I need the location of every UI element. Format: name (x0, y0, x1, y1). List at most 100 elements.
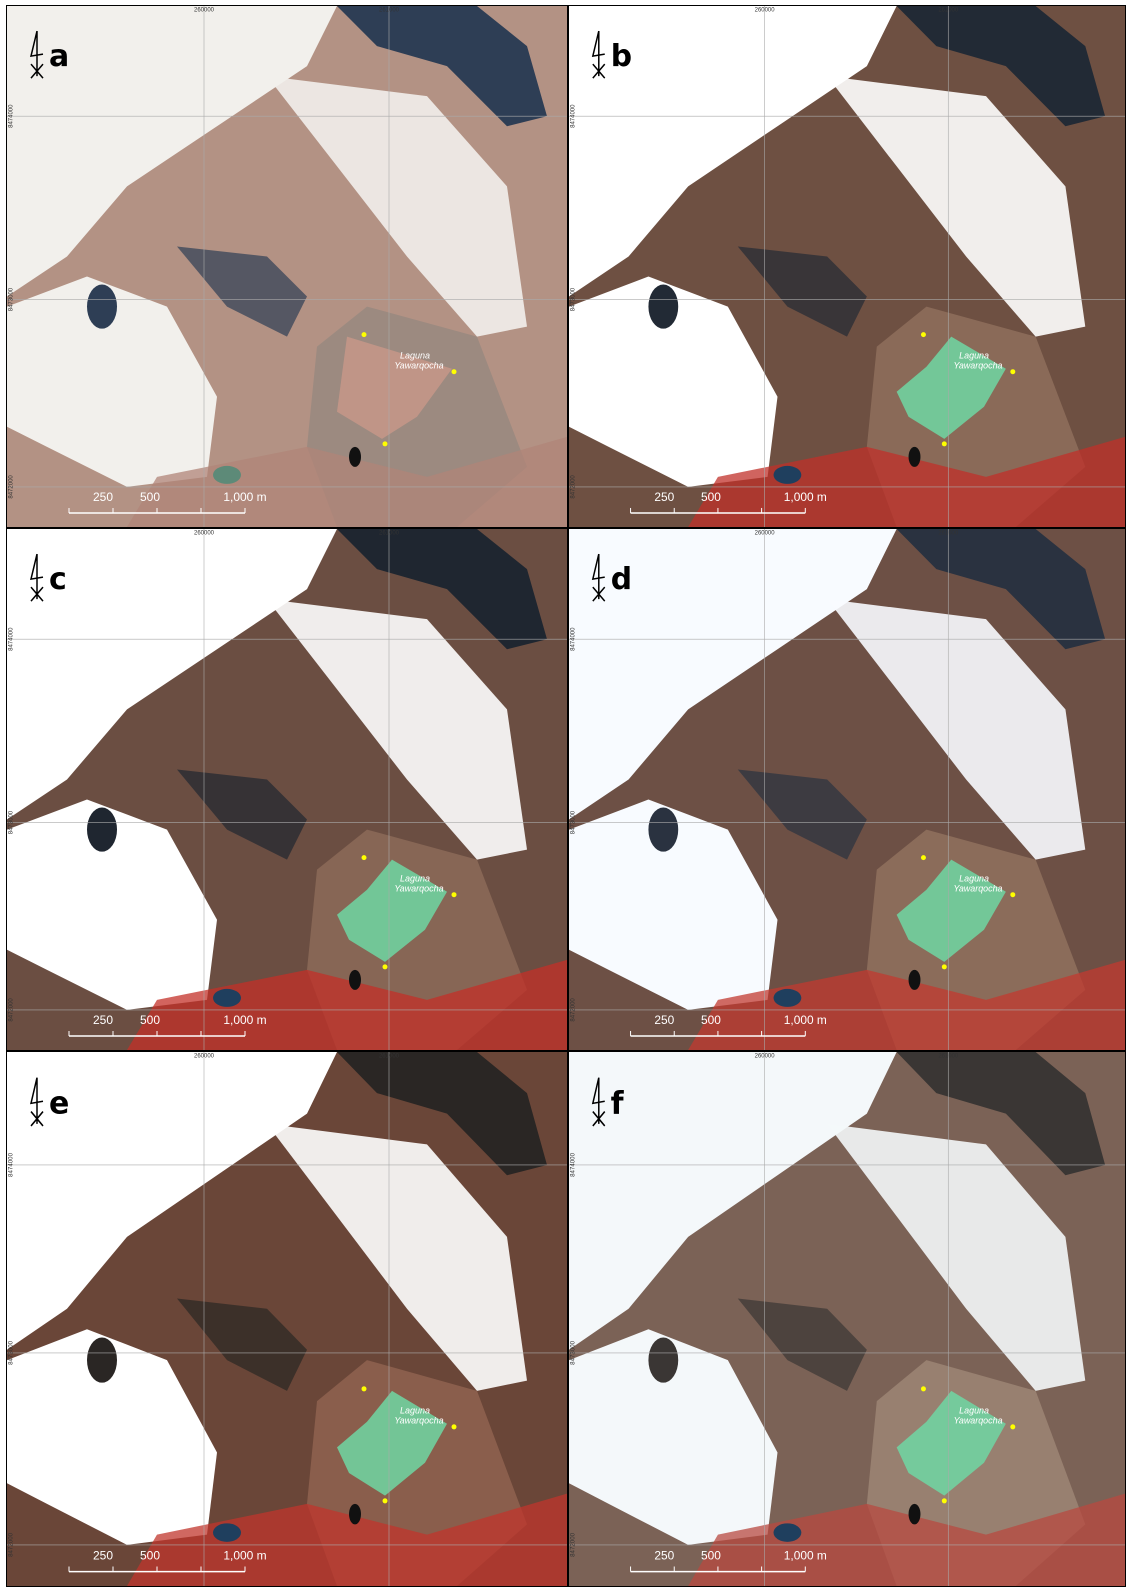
scale-label: 500 (140, 1013, 160, 1027)
survey-point (921, 1386, 926, 1391)
map-panel: LagunaYawarqocha 260000 261000 8474000 84730… (6, 1051, 568, 1587)
map-panel: LagunaYawarqocha 260000 261000 8474000 84730… (6, 5, 568, 528)
scale-label: 250 (93, 1013, 113, 1027)
y-coord-label: 8472000 (571, 998, 577, 1022)
scale-label: 500 (140, 490, 160, 504)
lake-label: Laguna (959, 351, 989, 361)
y-coord-label: 8473000 (8, 1340, 15, 1365)
pond (87, 285, 117, 329)
survey-point (383, 441, 388, 446)
y-coord-label: 8474000 (571, 104, 577, 128)
scale-label: 1,000 m (784, 1548, 827, 1562)
y-coord-label: 8474000 (571, 627, 577, 651)
lake-label: Laguna (959, 1405, 989, 1415)
x-coord-label: 261000 (379, 1053, 400, 1060)
map-panel: LagunaYawarqocha260000261000847400084730… (568, 5, 1126, 528)
lake-label: Yawarqocha (954, 361, 1003, 371)
y-coord-label: 8472000 (9, 998, 15, 1022)
pond (648, 285, 678, 329)
survey-point (452, 1424, 457, 1429)
lake-label: Laguna (400, 874, 430, 884)
pond (87, 808, 117, 852)
panel-letter: e (49, 1086, 69, 1121)
survey-point (362, 1386, 367, 1391)
survey-point (942, 1498, 947, 1503)
survey-point (1010, 369, 1015, 374)
survey-point (1010, 892, 1015, 897)
lake-label: Laguna (959, 874, 989, 884)
y-coord-label: 8472000 (9, 475, 15, 499)
pond (648, 808, 678, 852)
y-coord-label: 8474000 (9, 104, 15, 128)
panel-letter: a (49, 39, 69, 74)
x-coord-label: 260000 (755, 8, 776, 14)
y-coord-label: 8474000 (571, 1152, 577, 1177)
lake-label: Yawarqocha (394, 1416, 443, 1426)
pond (213, 1523, 241, 1541)
survey-point (921, 332, 926, 337)
survey-point (383, 1498, 388, 1503)
lake-label: Yawarqocha (394, 884, 443, 894)
survey-point (921, 855, 926, 860)
panel-letter: b (611, 39, 632, 74)
y-coord-label: 8472000 (8, 1532, 15, 1557)
x-coord-label: 260000 (194, 8, 215, 14)
scale-label: 1,000 m (223, 1013, 266, 1027)
survey-point (362, 332, 367, 337)
x-coord-label: 261000 (379, 531, 400, 537)
lake-label: Laguna (400, 1405, 430, 1415)
y-coord-label: 8473000 (571, 1340, 577, 1365)
x-coord-label: 260000 (194, 531, 215, 537)
scale-label: 1,000 m (784, 490, 827, 504)
scale-label: 500 (701, 1548, 721, 1562)
panel-letter: d (611, 562, 632, 597)
pond (213, 466, 241, 484)
y-coord-label: 8474000 (8, 1152, 15, 1177)
scale-label: 1,000 m (223, 1548, 266, 1562)
survey-point (362, 855, 367, 860)
pond (349, 447, 361, 467)
pond (213, 989, 241, 1007)
x-coord-label: 261000 (379, 8, 400, 14)
y-coord-label: 8472000 (571, 1532, 577, 1557)
x-coord-label: 260000 (194, 1053, 215, 1060)
pond (648, 1337, 678, 1382)
lake-label: Yawarqocha (954, 884, 1003, 894)
scale-label: 1,000 m (784, 1013, 827, 1027)
lake-label: Yawarqocha (954, 1416, 1003, 1426)
survey-point (942, 964, 947, 969)
x-coord-label: 260000 (755, 1054, 775, 1060)
scale-label: 500 (701, 1013, 721, 1027)
survey-point (1010, 1424, 1015, 1429)
pond (774, 989, 802, 1007)
panel-letter: c (49, 562, 67, 597)
lake-label: Laguna (400, 351, 430, 361)
y-coord-label: 8473000 (571, 287, 577, 311)
scale-label: 500 (701, 490, 721, 504)
scale-label: 250 (93, 1548, 113, 1562)
scale-label: 250 (654, 1548, 674, 1562)
y-coord-label: 8473000 (9, 810, 15, 834)
scale-label: 1,000 m (223, 490, 266, 504)
pond (774, 1523, 802, 1541)
panel-letter: f (611, 1086, 625, 1122)
survey-point (942, 441, 947, 446)
scale-label: 250 (654, 490, 674, 504)
scale-label: 250 (654, 1013, 674, 1027)
pond (87, 1337, 117, 1382)
pond (909, 447, 921, 467)
pond (349, 970, 361, 990)
survey-point (452, 369, 457, 374)
x-coord-label: 261000 (938, 531, 959, 537)
y-coord-label: 8473000 (9, 287, 15, 311)
pond (909, 1504, 921, 1525)
lake-label: Yawarqocha (394, 361, 443, 371)
survey-point (383, 964, 388, 969)
x-coord-label: 260000 (755, 531, 776, 537)
